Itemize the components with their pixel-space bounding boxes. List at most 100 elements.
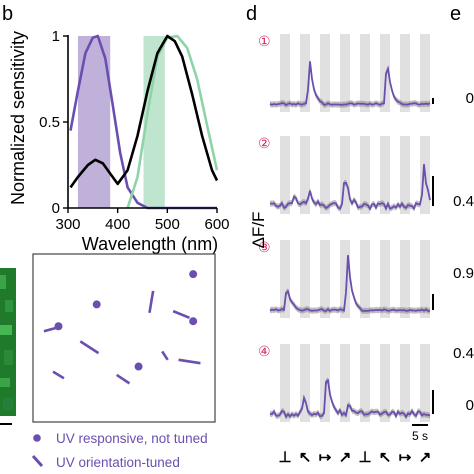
panel-letter-e: e [450, 3, 461, 25]
trace-row-4: ④ [258, 343, 434, 422]
cell-number: ③ [258, 239, 271, 255]
stimulus-stripe [400, 240, 410, 318]
sensitivity-curve-0 [69, 34, 217, 210]
orientation-symbol: ↦ [319, 449, 332, 466]
stimulus-stripe [300, 136, 310, 214]
x-tick-label: 500 [155, 216, 180, 233]
stimulus-stripe [320, 240, 330, 318]
stimulus-stripe [300, 240, 310, 318]
roi-bar-marker [43, 324, 63, 333]
stimulus-stripe [320, 344, 330, 422]
orientation-symbol: ↖ [299, 449, 312, 466]
stimulus-stripe [380, 240, 390, 318]
trace-row-3: ③ [258, 239, 434, 318]
orientation-symbol: ↗ [339, 449, 352, 466]
roi-dot-marker [189, 317, 198, 326]
stimulus-stripe [360, 136, 370, 214]
stimulus-stripe [360, 240, 370, 318]
y-tick-label: 0 [52, 200, 60, 217]
panel-e-tick-label: 0.4 [453, 193, 474, 210]
roi-dot-marker [189, 270, 198, 279]
roi-bar-marker [148, 290, 155, 314]
trace-line [269, 61, 431, 107]
trace-row-2: ② [258, 135, 434, 214]
stimulus-stripe [280, 344, 290, 422]
stimulus-stripe [400, 136, 410, 214]
trace-row-1: ① [258, 33, 434, 112]
roi-map [32, 253, 216, 423]
stimulus-stripe [340, 136, 350, 214]
legend-dot-marker [33, 434, 41, 442]
orientation-symbol: ↖ [379, 449, 392, 466]
y-tick-label: 0.5 [39, 114, 60, 131]
stimulus-stripe [380, 344, 390, 422]
stimulus-stripe [320, 136, 330, 214]
cell-number: ④ [258, 343, 271, 359]
roi-bar-marker [172, 309, 191, 320]
stimulus-stripe [280, 136, 290, 214]
panel-e-tick-label: 0 [466, 397, 474, 414]
legend-bar-marker [31, 454, 44, 468]
trace-sem-band [270, 252, 430, 314]
stimulus-stripe [300, 34, 310, 112]
trace-line [269, 255, 431, 313]
stimulus-stripe [420, 34, 430, 112]
stimulus-stripe [300, 344, 310, 422]
legend-label-not-tuned: UV responsive, not tuned [56, 431, 208, 446]
roi-bar-marker [79, 340, 100, 355]
cell-number: ② [258, 135, 271, 151]
x-axis-label: Wavelength (nm) [82, 234, 218, 254]
roi-dot-marker [92, 300, 101, 309]
orientation-symbol: ↗ [419, 449, 432, 466]
orientation-symbol: ⊥ [278, 449, 291, 466]
stimulus-stripe [420, 344, 430, 422]
x-tick-label: 400 [105, 216, 130, 233]
panel-letter-b: b [2, 3, 13, 25]
orientation-symbol: ↦ [399, 449, 412, 466]
sensitivity-band-1 [143, 36, 165, 208]
orientation-stimuli: ⊥ ↖ ↦ ↗ ⊥ ↖ ↦ ↗ [278, 449, 431, 466]
stimulus-stripe [280, 34, 290, 112]
legend-label-orientation-tuned: UV orientation-tuned [56, 455, 180, 470]
sensitivity-curve-1 [126, 34, 219, 209]
roi-bar-marker [116, 373, 131, 385]
stimulus-stripe [340, 34, 350, 112]
stimulus-stripe [360, 34, 370, 112]
panel-e-tick-label: 0.9 [453, 265, 474, 282]
calcium-traces: ① ② ③ ④ [258, 33, 434, 422]
stimulus-stripe [280, 240, 290, 318]
sensitivity-curve-2 [69, 34, 219, 189]
cell-number: ① [258, 33, 271, 49]
stimulus-stripe [380, 136, 390, 214]
trace-line [269, 164, 431, 211]
imaging-field [0, 268, 16, 425]
panel-e-ticks: 0 0.4 0.9 0.4 0 [453, 90, 474, 414]
spectral-sensitivity-chart: 300 400 500 600 0 0.5 1 Wavelength (nm) Normal… [8, 28, 230, 254]
trace-line [269, 378, 431, 419]
roi-bar-marker [161, 350, 169, 361]
stimulus-stripe [360, 344, 370, 422]
x-tick-label: 300 [55, 216, 80, 233]
time-scale-label: 5 s [412, 429, 428, 443]
stimulus-stripe [380, 34, 390, 112]
stimulus-stripe [320, 34, 330, 112]
roi-dot-marker [134, 362, 143, 371]
panel-e-tick-label: 0.4 [453, 345, 474, 362]
roi-bar-marker [52, 370, 65, 380]
stimulus-stripe [400, 34, 410, 112]
y-tick-label: 1 [52, 28, 60, 45]
y-axis-label: Normalized sensitivity [8, 31, 28, 205]
panel-letter-d: d [246, 3, 257, 25]
stimulus-stripe [340, 240, 350, 318]
x-tick-label: 600 [204, 216, 229, 233]
orientation-symbol: ⊥ [358, 449, 371, 466]
roi-map-frame [32, 253, 216, 423]
traces-y-label: ΔF/F [249, 212, 268, 249]
stimulus-stripe [400, 344, 410, 422]
panel-e-tick-label: 0 [466, 90, 474, 107]
stimulus-stripe [340, 344, 350, 422]
roi-bar-marker [178, 358, 201, 365]
stimulus-stripe [420, 240, 430, 318]
legend: UV responsive, not tuned UV orientation-… [31, 431, 208, 470]
